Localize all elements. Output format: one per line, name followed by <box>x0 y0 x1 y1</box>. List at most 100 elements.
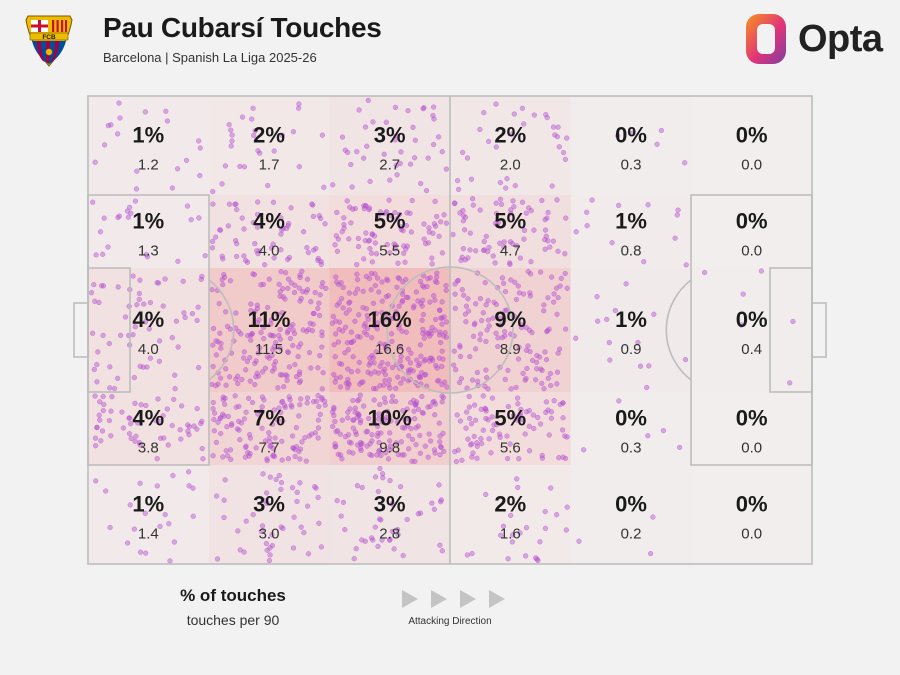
touch-dot <box>660 427 667 434</box>
zone-pct-label: 11% <box>248 307 291 332</box>
touch-dot <box>251 271 258 278</box>
touch-dot <box>266 430 272 436</box>
heat-zone-r3-c1 <box>88 268 209 392</box>
touch-dot <box>419 393 425 400</box>
touch-dot <box>562 251 568 257</box>
touch-dot <box>281 384 287 390</box>
touch-dot <box>137 277 143 283</box>
touch-dot <box>482 280 488 286</box>
touch-dot <box>341 225 347 231</box>
touch-dot <box>520 370 526 377</box>
touch-dot <box>385 456 392 462</box>
touch-dot <box>427 438 434 444</box>
touch-dot <box>394 526 401 533</box>
touch-dot <box>248 337 254 343</box>
touch-dot <box>96 299 102 306</box>
zone-per90-label: 0.0 <box>741 243 762 260</box>
touch-dot <box>177 427 183 433</box>
touch-dot <box>213 383 219 389</box>
touch-dot <box>372 474 379 480</box>
touch-dot <box>368 270 375 277</box>
touch-dot <box>356 312 362 318</box>
touch-dot <box>352 205 358 212</box>
touch-dot <box>522 553 529 559</box>
touch-dot <box>516 290 523 296</box>
touch-dot <box>558 275 564 282</box>
touch-dot <box>612 307 618 314</box>
touch-dot <box>382 366 388 372</box>
touch-dot <box>282 404 288 411</box>
touch-dot <box>211 410 218 416</box>
touch-dot <box>459 457 465 463</box>
touch-dot <box>137 363 143 369</box>
touch-dot <box>330 313 336 320</box>
touch-dot <box>394 216 400 222</box>
touch-dot <box>513 384 519 391</box>
touch-dot <box>375 416 382 422</box>
touch-dot <box>555 295 561 301</box>
touch-dot <box>300 229 307 235</box>
touch-dot <box>252 240 258 247</box>
touch-dot <box>547 244 553 250</box>
touch-dot <box>241 226 247 232</box>
touch-dot <box>463 303 470 309</box>
touch-dot <box>330 182 336 188</box>
touch-dot <box>165 442 171 448</box>
touch-dot <box>315 255 321 262</box>
touch-dot <box>404 243 410 249</box>
touch-dot <box>682 356 689 363</box>
touch-dot <box>436 378 442 384</box>
touch-dot <box>291 330 298 337</box>
touch-dot <box>440 333 447 339</box>
touch-dot <box>541 386 547 392</box>
zone-per90-label: 2.0 <box>500 157 521 174</box>
touch-dot <box>443 282 449 289</box>
touch-dot <box>526 408 533 414</box>
touch-dot <box>488 450 494 456</box>
touch-dot <box>342 324 349 330</box>
touch-dot <box>312 484 318 490</box>
touch-dot <box>556 455 562 461</box>
touch-dot <box>545 295 551 301</box>
touch-dot <box>521 121 527 127</box>
touch-dot <box>315 392 321 399</box>
touch-dot <box>456 379 463 386</box>
zone-per90-label: 7.7 <box>259 440 280 457</box>
touch-dot <box>287 323 293 330</box>
zone-per90-label: 11.5 <box>255 341 283 358</box>
touch-dot <box>346 449 352 455</box>
touch-dot <box>553 285 560 291</box>
touch-dot <box>298 524 304 530</box>
touch-dot <box>280 418 286 424</box>
touch-dot <box>350 397 356 404</box>
touch-dot <box>363 230 369 236</box>
touch-dot <box>267 439 273 445</box>
touch-dot <box>97 417 103 423</box>
touch-dot <box>186 483 192 489</box>
zone-pct-label: 2% <box>253 123 285 148</box>
touch-dot <box>499 275 506 281</box>
touch-dot <box>378 430 384 436</box>
touch-dot <box>275 311 281 318</box>
touch-dot <box>443 166 449 172</box>
touch-dot <box>345 380 351 386</box>
touch-dot <box>372 524 378 530</box>
touch-dot <box>235 418 242 424</box>
touch-dot <box>233 310 239 316</box>
touch-dot <box>385 382 392 388</box>
touch-dot <box>537 269 544 275</box>
touch-dot <box>563 215 569 221</box>
touch-dot <box>455 186 462 193</box>
touch-dot <box>356 412 362 418</box>
touch-dot <box>305 551 312 557</box>
touch-dot <box>389 398 395 405</box>
touch-dot <box>143 402 149 409</box>
touch-dot <box>331 371 337 378</box>
touch-dot <box>319 332 325 339</box>
touch-dot <box>507 441 513 447</box>
touch-dot <box>256 317 262 323</box>
touch-dot <box>491 422 497 428</box>
touch-dot <box>401 452 407 458</box>
touch-dot <box>210 342 216 348</box>
touch-dot <box>357 381 363 387</box>
